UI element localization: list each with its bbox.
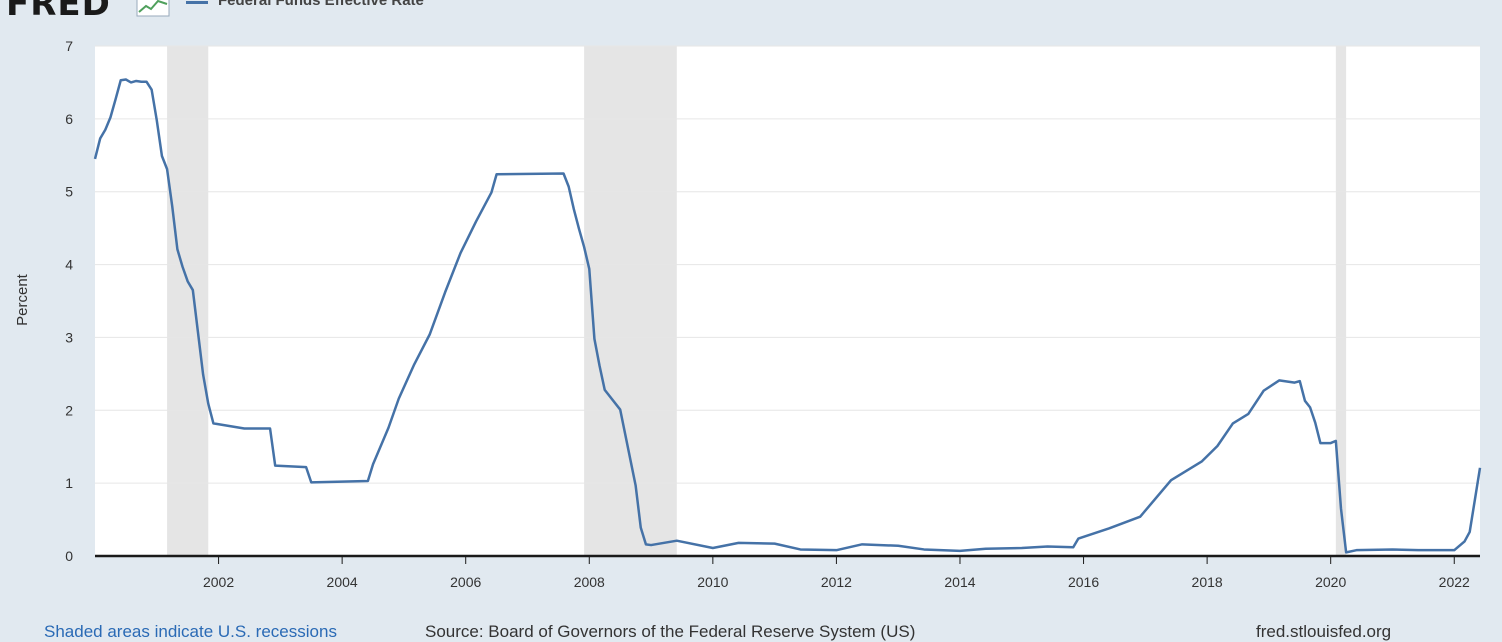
- x-tick-label: 2002: [203, 574, 234, 590]
- fred-logo[interactable]: FRED: [6, 0, 111, 24]
- y-tick-label: 4: [65, 257, 73, 273]
- y-tick-label: 2: [65, 402, 73, 418]
- y-tick-label: 3: [65, 329, 73, 345]
- x-tick-label: 2004: [327, 574, 358, 590]
- y-tick-label: 7: [65, 38, 73, 54]
- source-note: Source: Board of Governors of the Federa…: [425, 622, 916, 641]
- legend-label[interactable]: Federal Funds Effective Rate: [218, 0, 424, 9]
- x-tick-label: 2018: [1192, 574, 1223, 590]
- x-tick-label: 2008: [574, 574, 605, 590]
- recession-band-3: [1335, 46, 1347, 556]
- x-tick-label: 2020: [1315, 574, 1346, 590]
- x-tick-label: 2012: [821, 574, 852, 590]
- y-axis-title: Percent: [14, 273, 31, 326]
- line-chart: 0 1 2 3 4 5 6 7 2002 2004 2006 2008 2010 2012 2014 201…: [14, 38, 1482, 590]
- recession-band-1: [167, 46, 209, 556]
- chart-header: FRED Federal Funds Effective Rate: [0, 0, 1502, 24]
- series-line-1[interactable]: [93, 78, 1482, 554]
- legend-swatch: [186, 1, 208, 4]
- x-tick-label: 2010: [697, 574, 728, 590]
- line-chart-icon: [136, 0, 170, 17]
- plot-background: [95, 46, 1480, 556]
- recession-note-link[interactable]: Shaded areas indicate U.S. recessions: [44, 622, 337, 641]
- x-tick-label: 2022: [1439, 574, 1470, 590]
- y-tick-label: 5: [65, 184, 73, 200]
- chart-footer: Shaded areas indicate U.S. recessions So…: [0, 622, 1502, 641]
- recession-band-2: [584, 46, 677, 556]
- site-url[interactable]: fred.stlouisfed.org: [1256, 622, 1392, 641]
- y-tick-label: 1: [65, 475, 73, 491]
- x-tick-label: 2006: [450, 574, 481, 590]
- x-tick-label: 2014: [944, 574, 975, 590]
- x-tick-label: 2016: [1068, 574, 1099, 590]
- y-tick-label: 6: [65, 111, 73, 127]
- y-tick-label: 0: [65, 548, 73, 564]
